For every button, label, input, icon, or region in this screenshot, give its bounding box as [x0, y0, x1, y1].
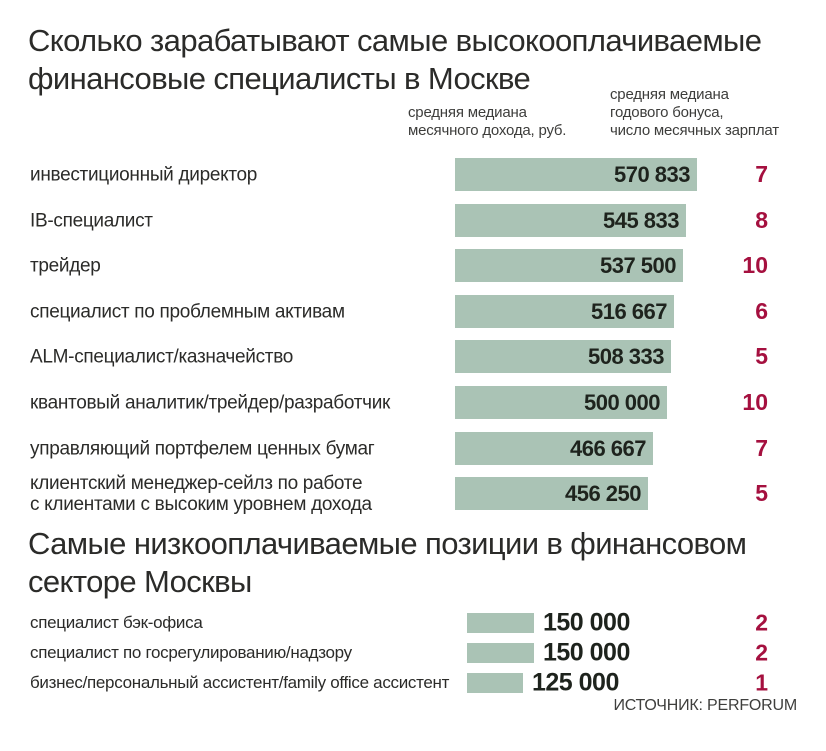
bar-row: ALM-специалист/казначейство 508 333 5 — [0, 340, 826, 373]
income-value: 500 000 — [583, 390, 661, 415]
bar-row: инвестиционный директор 570 833 7 — [0, 158, 826, 191]
category-label: квантовый аналитик/трейдер/разработчик — [30, 392, 391, 413]
bonus-value: 5 — [755, 343, 768, 369]
income-column-header: средняя медиана месячного дохода, руб. — [408, 104, 567, 139]
bar-row: квантовый аналитик/трейдер/разработчик 50… — [0, 386, 826, 419]
bonus-value: 2 — [755, 639, 768, 666]
bonus-value: 10 — [742, 389, 768, 415]
bonus-value: 7 — [755, 435, 768, 461]
category-label: специалист бэк-офиса — [30, 613, 203, 632]
category-label: специалист по госрегулированию/надзору — [30, 643, 352, 662]
bonus-value: 8 — [755, 207, 768, 233]
bonus-value: 7 — [755, 161, 768, 187]
income-bar: 456 250 — [455, 477, 648, 510]
income-bar: 500 000 — [455, 386, 667, 419]
bar-row: трейдер 537 500 10 — [0, 249, 826, 282]
income-bar — [467, 673, 523, 693]
bonus-column-header: средняя медиана годового бонуса, число м… — [610, 86, 779, 139]
bottom-chart-title: Самые низкооплачиваемые позиции в финанс… — [28, 526, 747, 599]
income-bar — [467, 613, 534, 633]
category-label: бизнес/персональный ассистент/family off… — [30, 673, 450, 692]
bar-row: IB-специалист 545 833 8 — [0, 204, 826, 237]
income-value: 508 333 — [587, 344, 665, 369]
income-value: 537 500 — [599, 253, 677, 278]
bar-row: клиентский менеджер-сейлз по работе с кл… — [0, 473, 826, 515]
category-label: трейдер — [30, 255, 101, 276]
income-value: 125 000 — [532, 668, 619, 697]
category-label: инвестиционный директор — [30, 164, 258, 185]
income-value: 456 250 — [564, 481, 642, 506]
income-value: 150 000 — [543, 638, 630, 667]
income-bar — [467, 643, 534, 663]
bar-row: специалист бэк-офиса 150 000 2 — [0, 609, 826, 637]
category-label: IB-специалист — [30, 210, 153, 231]
category-label: клиентский менеджер-сейлз по работе с кл… — [30, 472, 372, 515]
bonus-value: 2 — [755, 609, 768, 636]
income-bar: 545 833 — [455, 204, 686, 237]
income-value: 150 000 — [543, 608, 630, 637]
bonus-value: 1 — [755, 669, 768, 696]
source-note: ИСТОЧНИК: PERFORUM — [613, 697, 797, 714]
top-chart-title: Сколько зарабатывают самые высокооплачив… — [28, 23, 762, 96]
income-bar: 570 833 — [455, 158, 697, 191]
bar-row: бизнес/персональный ассистент/family off… — [0, 669, 826, 697]
bar-row: специалист по госрегулированию/надзору 15… — [0, 639, 826, 667]
category-label: специалист по проблемным активам — [30, 301, 345, 322]
income-value: 466 667 — [569, 436, 647, 461]
income-value: 516 667 — [590, 299, 668, 324]
bar-row: специалист по проблемным активам 516 667 6 — [0, 295, 826, 328]
income-bar: 508 333 — [455, 340, 671, 373]
bonus-value: 6 — [755, 298, 768, 324]
bonus-value: 5 — [755, 480, 768, 506]
income-value: 570 833 — [613, 162, 691, 187]
bar-row: управляющий портфелем ценных бумаг 466 66… — [0, 432, 826, 465]
income-bar: 537 500 — [455, 249, 683, 282]
category-label: управляющий портфелем ценных бумаг — [30, 438, 375, 459]
income-bar: 466 667 — [455, 432, 653, 465]
bonus-value: 10 — [742, 252, 768, 278]
income-value: 545 833 — [602, 208, 680, 233]
category-label: ALM-специалист/казначейство — [30, 346, 294, 367]
income-bar: 516 667 — [455, 295, 674, 328]
